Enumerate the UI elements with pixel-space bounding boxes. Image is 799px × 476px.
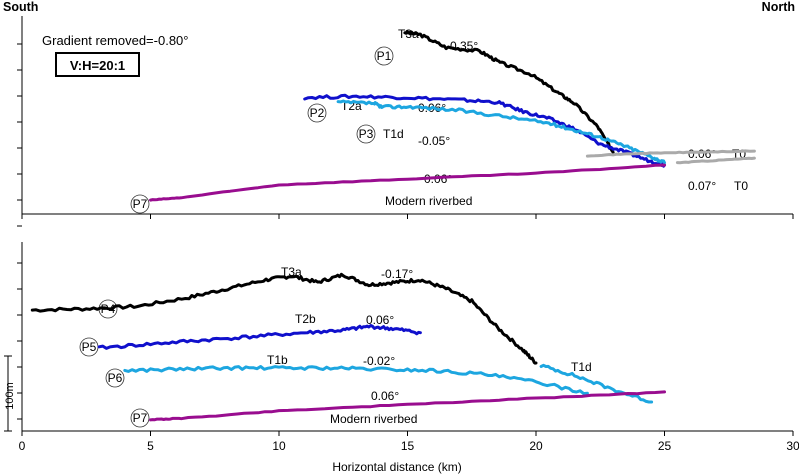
scale-note: V:H=20:1 <box>70 58 125 73</box>
profile-line-P4-t3a <box>30 272 538 365</box>
p6-terrace-label: T1b <box>267 353 288 367</box>
p7-upper-label: P7 <box>133 197 148 211</box>
x-tick-label-0: 0 <box>19 439 26 453</box>
t0-lower-gradient: 0.07° <box>688 179 716 193</box>
riverbed-upper-label: Modern riverbed <box>385 194 472 208</box>
riverbed-lower-label: Modern riverbed <box>330 412 417 426</box>
p7-lower-label: P7 <box>133 411 148 425</box>
vertical-scale-bar: 100m <box>4 355 16 432</box>
profile-line-P5-t2b <box>97 324 422 350</box>
x-tick-label-30: 30 <box>786 439 799 453</box>
x-tick-label-5: 5 <box>147 439 154 453</box>
t1d-lower-label: T1d <box>571 360 592 374</box>
x-tick-label-15: 15 <box>401 439 415 453</box>
profile-line-P7-modern-riverbed <box>149 163 666 202</box>
profile-line-unlabeled-t0 <box>585 149 756 158</box>
south-label: South <box>3 0 38 14</box>
profile-line-P6-t1b <box>123 365 589 396</box>
x-axis-title: Horizontal distance (km) <box>332 460 461 474</box>
t0-lower-label: T0 <box>734 179 748 193</box>
upper-profiles <box>149 29 756 202</box>
x-ticks: 0 5 10 15 20 25 30 <box>17 43 799 453</box>
p5-gradient-label: 0.06° <box>366 313 394 327</box>
p3-label-circle <box>356 124 376 144</box>
p7-lower-label-circle <box>130 408 150 428</box>
upper-labels: P1 T3a -0.35° P2 T2a 0.06° P3 T1d -0.05°… <box>130 27 748 214</box>
p2-label: P2 <box>310 106 325 120</box>
profile-line-unlabeled-t1d <box>539 363 654 404</box>
scale-note-box <box>55 52 140 77</box>
p5-label: P5 <box>82 340 97 354</box>
lower-labels: P4 T3a -0.17° T1d P5 T2b 0.06° P6 T1b -0… <box>79 265 592 428</box>
p6-label-circle <box>105 368 125 388</box>
p7-upper-label-circle <box>130 194 150 214</box>
p1-label: P1 <box>377 49 392 63</box>
x-tick-label-10: 10 <box>272 439 286 453</box>
p1-label-circle <box>374 46 394 66</box>
p5-terrace-label: T2b <box>295 312 316 326</box>
profile-line-unlabeled-t0 <box>675 156 756 165</box>
t0-upper-gradient: 0.06° <box>688 147 716 161</box>
scale-bar-label: 100m <box>4 382 16 410</box>
lower-profiles <box>30 272 666 422</box>
p2-label-circle <box>307 103 327 123</box>
north-label: North <box>762 0 795 14</box>
p3-label: P3 <box>359 127 374 141</box>
profile-line-P1-t3a <box>403 29 615 154</box>
p6-label: P6 <box>108 371 123 385</box>
x-tick-label-20: 20 <box>529 439 543 453</box>
riverbed-upper-gradient: 0.06° <box>424 172 452 186</box>
p4-gradient-label: -0.17° <box>381 267 413 281</box>
profile-line-P7-modern-riverbed <box>149 390 666 422</box>
p6-gradient-label: -0.02° <box>363 354 395 368</box>
profile-line-P3-t1d <box>336 99 666 165</box>
gradient-note: Gradient removed=-0.80° <box>42 33 188 48</box>
riverbed-lower-gradient: 0.06° <box>371 389 399 403</box>
x-tick-label-25: 25 <box>658 439 672 453</box>
p3-terrace-label: T1d <box>383 127 404 141</box>
p3-gradient-label: -0.05° <box>418 134 450 148</box>
